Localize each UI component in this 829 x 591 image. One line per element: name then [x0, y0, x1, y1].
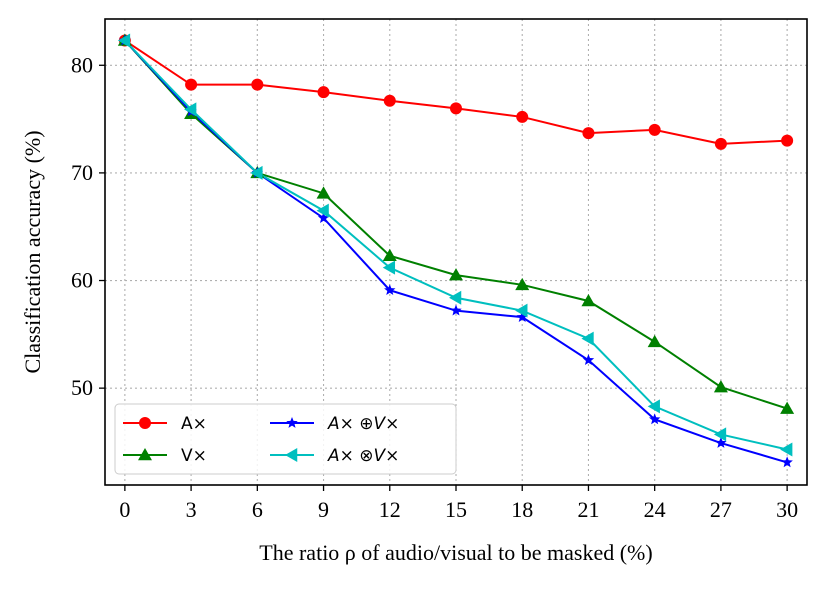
data-point [450, 102, 462, 115]
data-point [582, 127, 595, 140]
data-point [449, 268, 463, 281]
axis-ticks: 0 3 6 9 12 15 18 21 24 27 30 50 60 70 80 [71, 52, 798, 522]
x-tick-label: 24 [644, 497, 666, 522]
x-tick-label: 18 [511, 497, 533, 522]
data-point [117, 33, 131, 48]
legend: A× V× A× ⊕V× A× ⊗V× [114, 403, 457, 475]
data-point [780, 401, 795, 414]
legend-marker [285, 448, 298, 462]
legend-label: A× [181, 414, 207, 434]
data-point [250, 165, 263, 180]
legend-marker [139, 417, 151, 429]
data-point [515, 303, 528, 318]
y-tick-label: 80 [71, 52, 93, 77]
y-tick-label: 70 [71, 160, 93, 185]
legend-marker [286, 417, 298, 428]
x-tick-label: 6 [252, 497, 263, 522]
data-point [382, 260, 396, 275]
data-point [647, 334, 662, 348]
data-point [780, 442, 793, 457]
data-point [714, 137, 727, 150]
data-point [316, 203, 329, 218]
y-tick-label: 60 [71, 268, 93, 293]
data-point [515, 277, 530, 291]
data-point [384, 284, 396, 296]
x-axis-label: The ratio ρ of audio/visual to be masked… [259, 540, 652, 565]
x-tick-label: 27 [710, 497, 732, 522]
x-tick-label: 0 [119, 497, 130, 522]
x-tick-label: 21 [577, 497, 599, 522]
legend-label: V× [181, 446, 207, 466]
data-point [582, 354, 595, 366]
y-tick-label: 50 [71, 375, 93, 400]
y-axis-label: Classification accuracy (%) [20, 130, 45, 373]
data-point [316, 186, 331, 199]
data-point [781, 456, 793, 468]
data-point [383, 94, 396, 107]
legend-box [114, 403, 457, 475]
data-point [713, 380, 728, 393]
data-point [449, 290, 462, 305]
data-point [184, 102, 197, 117]
x-tick-label: 30 [776, 497, 798, 522]
data-point [781, 134, 794, 147]
data-point [581, 331, 594, 346]
data-point [647, 399, 660, 414]
x-tick-label: 9 [318, 497, 329, 522]
data-point [317, 212, 330, 223]
data-point [516, 110, 529, 123]
data-point [251, 78, 264, 91]
data-point [185, 78, 198, 91]
x-tick-label: 12 [379, 497, 401, 522]
legend-label: A× ⊕V× [327, 414, 399, 434]
series-markers [117, 33, 795, 468]
data-point [713, 427, 727, 442]
x-tick-label: 3 [186, 497, 197, 522]
data-point [648, 123, 661, 136]
grid-lines [105, 19, 807, 485]
data-point [581, 293, 596, 307]
x-tick-label: 15 [445, 497, 467, 522]
data-point [648, 413, 661, 425]
data-point [382, 248, 397, 262]
legend-marker [138, 448, 152, 461]
data-point [715, 437, 727, 448]
legend-label: A× ⊗V× [327, 446, 399, 466]
data-point [317, 86, 330, 99]
data-point [516, 311, 528, 322]
data-point [450, 304, 462, 316]
